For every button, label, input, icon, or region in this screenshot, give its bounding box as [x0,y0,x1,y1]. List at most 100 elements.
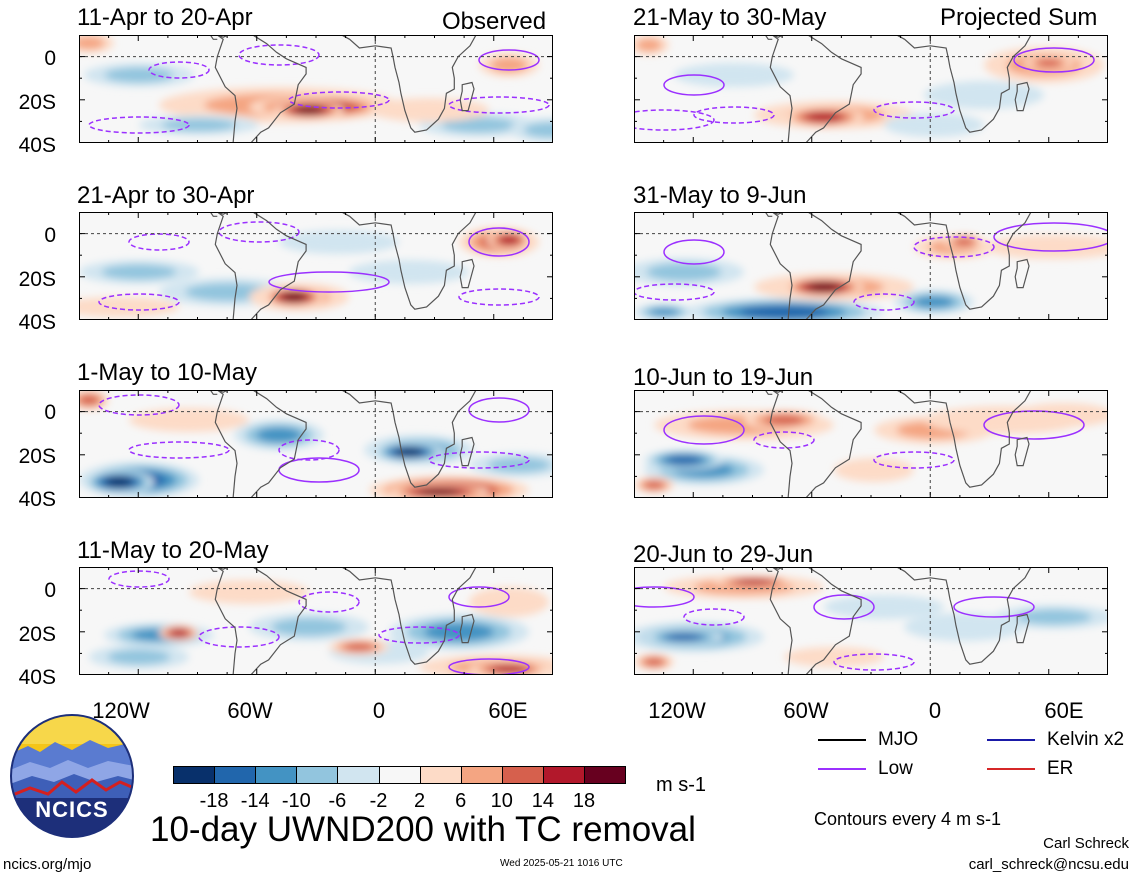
heatmap-cell [644,658,664,666]
coastline [341,567,477,665]
site-link[interactable]: ncics.org/mjo [3,856,92,873]
heatmap-cell [954,238,974,246]
projected-sum-label: Projected Sum [940,4,1098,31]
heatmap-cell [469,587,549,617]
coastline [209,212,218,217]
contour-line [128,441,230,459]
legend-line-er [987,768,1035,770]
heatmap-cell [79,395,99,405]
coastline [764,35,773,40]
colorbar-tick-label: 18 [572,790,596,812]
coastline [896,390,1032,488]
heatmap-cell [490,57,528,73]
heatmap-cell [282,293,306,301]
colorbar-swatch [460,766,503,784]
contour-line [833,653,915,671]
contour-line [663,239,725,265]
heatmap-cell [1016,609,1092,625]
heatmap-cell [189,580,309,604]
legend-label: Kelvin x2 [1047,729,1125,750]
heatmap-cell [736,579,772,585]
heatmap-cell [349,260,469,284]
contour-line [873,451,955,469]
heatmap-cell [129,408,249,432]
coastline [341,212,477,310]
x-tick-label: 60W [783,698,829,723]
colorbar-swatch [378,766,421,784]
heatmap-cell [824,595,944,619]
heatmap-cell [904,613,1024,641]
heatmap-cell [79,36,105,50]
panel-title-obs-2: 21-Apr to 30-Apr [77,182,255,209]
x-tick-label: 0 [372,698,386,723]
contour-line [268,271,390,293]
observed-label: Observed [442,8,547,35]
panel-proj-4 [634,567,1108,675]
contour-line [448,658,530,675]
author: Carl Schreck [1043,835,1129,852]
colorbar-swatch [214,766,257,784]
colorbar-tick-label: -6 [328,790,347,812]
contour-line [663,415,745,445]
colorbar-swatch [501,766,544,784]
coastline [769,35,862,143]
panel-proj-1 [634,35,1108,143]
y-tick-label: 40S [18,666,56,689]
y-tick-label: 40S [18,134,56,157]
contour-line [448,96,550,114]
contour-line [634,586,695,608]
coastline [764,212,773,217]
coastline [209,35,218,40]
x-tick-label: 60W [227,698,273,723]
author-email[interactable]: carl_schreck@ncsu.edu [968,856,1129,873]
panel-obs-3 [79,390,553,498]
y-tick-label: 0 [44,47,56,70]
contour-line [813,594,875,620]
heatmap-cell [105,477,133,487]
heatmap-cell [101,264,177,280]
logo-text: NCICS [35,797,109,822]
panel-title-obs-3: 1-May to 10-May [77,359,258,386]
colorbar-swatch [296,766,339,784]
panel-title-proj-4: 20-Jun to 29-Jun [633,541,814,568]
coastline [1014,81,1030,112]
heatmap-cell [636,38,662,52]
heatmap-cell [806,112,842,122]
colorbar-swatch [337,766,380,784]
heatmap-cell [499,235,519,245]
x-tick-label: 60E [488,698,528,723]
contour-line [148,61,210,79]
heatmap-cell [1036,59,1062,67]
heatmap-cell [419,488,459,496]
y-tick-label: 20S [18,268,56,291]
contour-line [468,227,530,257]
contour-line [448,586,510,608]
heatmap-cell [344,643,374,651]
contour-line [478,49,540,71]
heatmap-cell [369,98,489,122]
colorbar-swatch [173,766,216,784]
x-tick-label: 120W [92,698,150,723]
heatmap-cell [884,113,984,137]
colorbar-tick-label: -10 [281,790,311,812]
coastline [214,212,307,320]
legend-line-mjo [818,739,866,741]
contour-line [634,283,715,301]
contour-line [634,109,715,131]
contour-line [693,106,775,124]
heatmap-cell [524,122,553,138]
coastline [769,567,862,675]
legend-line-low [818,768,866,770]
contour-line [238,44,320,66]
colorbar-tick-label: -14 [240,790,270,812]
contour-line [298,591,360,613]
panel-title-obs-4: 11-May to 20-May [77,537,269,564]
heatmap-cell [107,649,171,665]
contour-note: Contours every 4 m s-1 [814,809,1002,829]
contour-line [993,222,1108,252]
contour-line [873,101,955,119]
heatmap-cell [646,263,722,281]
y-tick-label: 20S [18,623,56,646]
contour-line [913,236,995,258]
contour-line [983,410,1085,440]
